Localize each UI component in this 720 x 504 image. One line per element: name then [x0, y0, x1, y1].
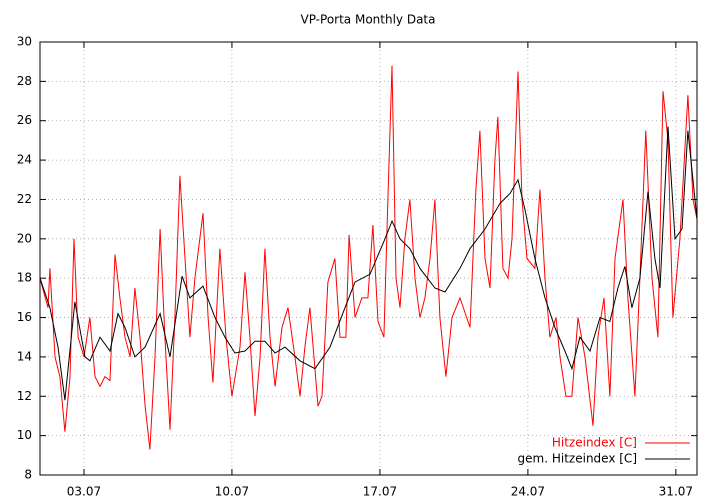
- y-tick-label: 26: [17, 113, 32, 127]
- x-tick-label: 24.07: [511, 485, 545, 499]
- x-tick-label: 10.07: [215, 485, 249, 499]
- legend-label: gem. Hitzeindex [C]: [518, 452, 637, 466]
- y-tick-label: 28: [17, 74, 32, 88]
- y-tick-label: 8: [24, 468, 32, 482]
- y-tick-label: 20: [17, 231, 32, 245]
- x-tick-label: 17.07: [363, 485, 397, 499]
- y-tick-label: 10: [17, 428, 32, 442]
- legend-label: Hitzeindex [C]: [552, 436, 637, 450]
- y-tick-label: 16: [17, 310, 32, 324]
- plot-frame: [39, 41, 698, 476]
- data-line: [39, 65, 698, 450]
- y-tick-label: 14: [17, 349, 32, 363]
- chart-title: VP-Porta Monthly Data: [301, 13, 436, 27]
- y-tick-label: 24: [17, 153, 32, 167]
- y-tick-label: 12: [17, 389, 32, 403]
- y-tick-label: 18: [17, 271, 32, 285]
- x-tick-label: 03.07: [67, 485, 101, 499]
- data-line: [39, 126, 698, 401]
- y-tick-label: 30: [17, 35, 32, 49]
- y-tick-label: 22: [17, 192, 32, 206]
- x-tick-label: 31.07: [659, 485, 693, 499]
